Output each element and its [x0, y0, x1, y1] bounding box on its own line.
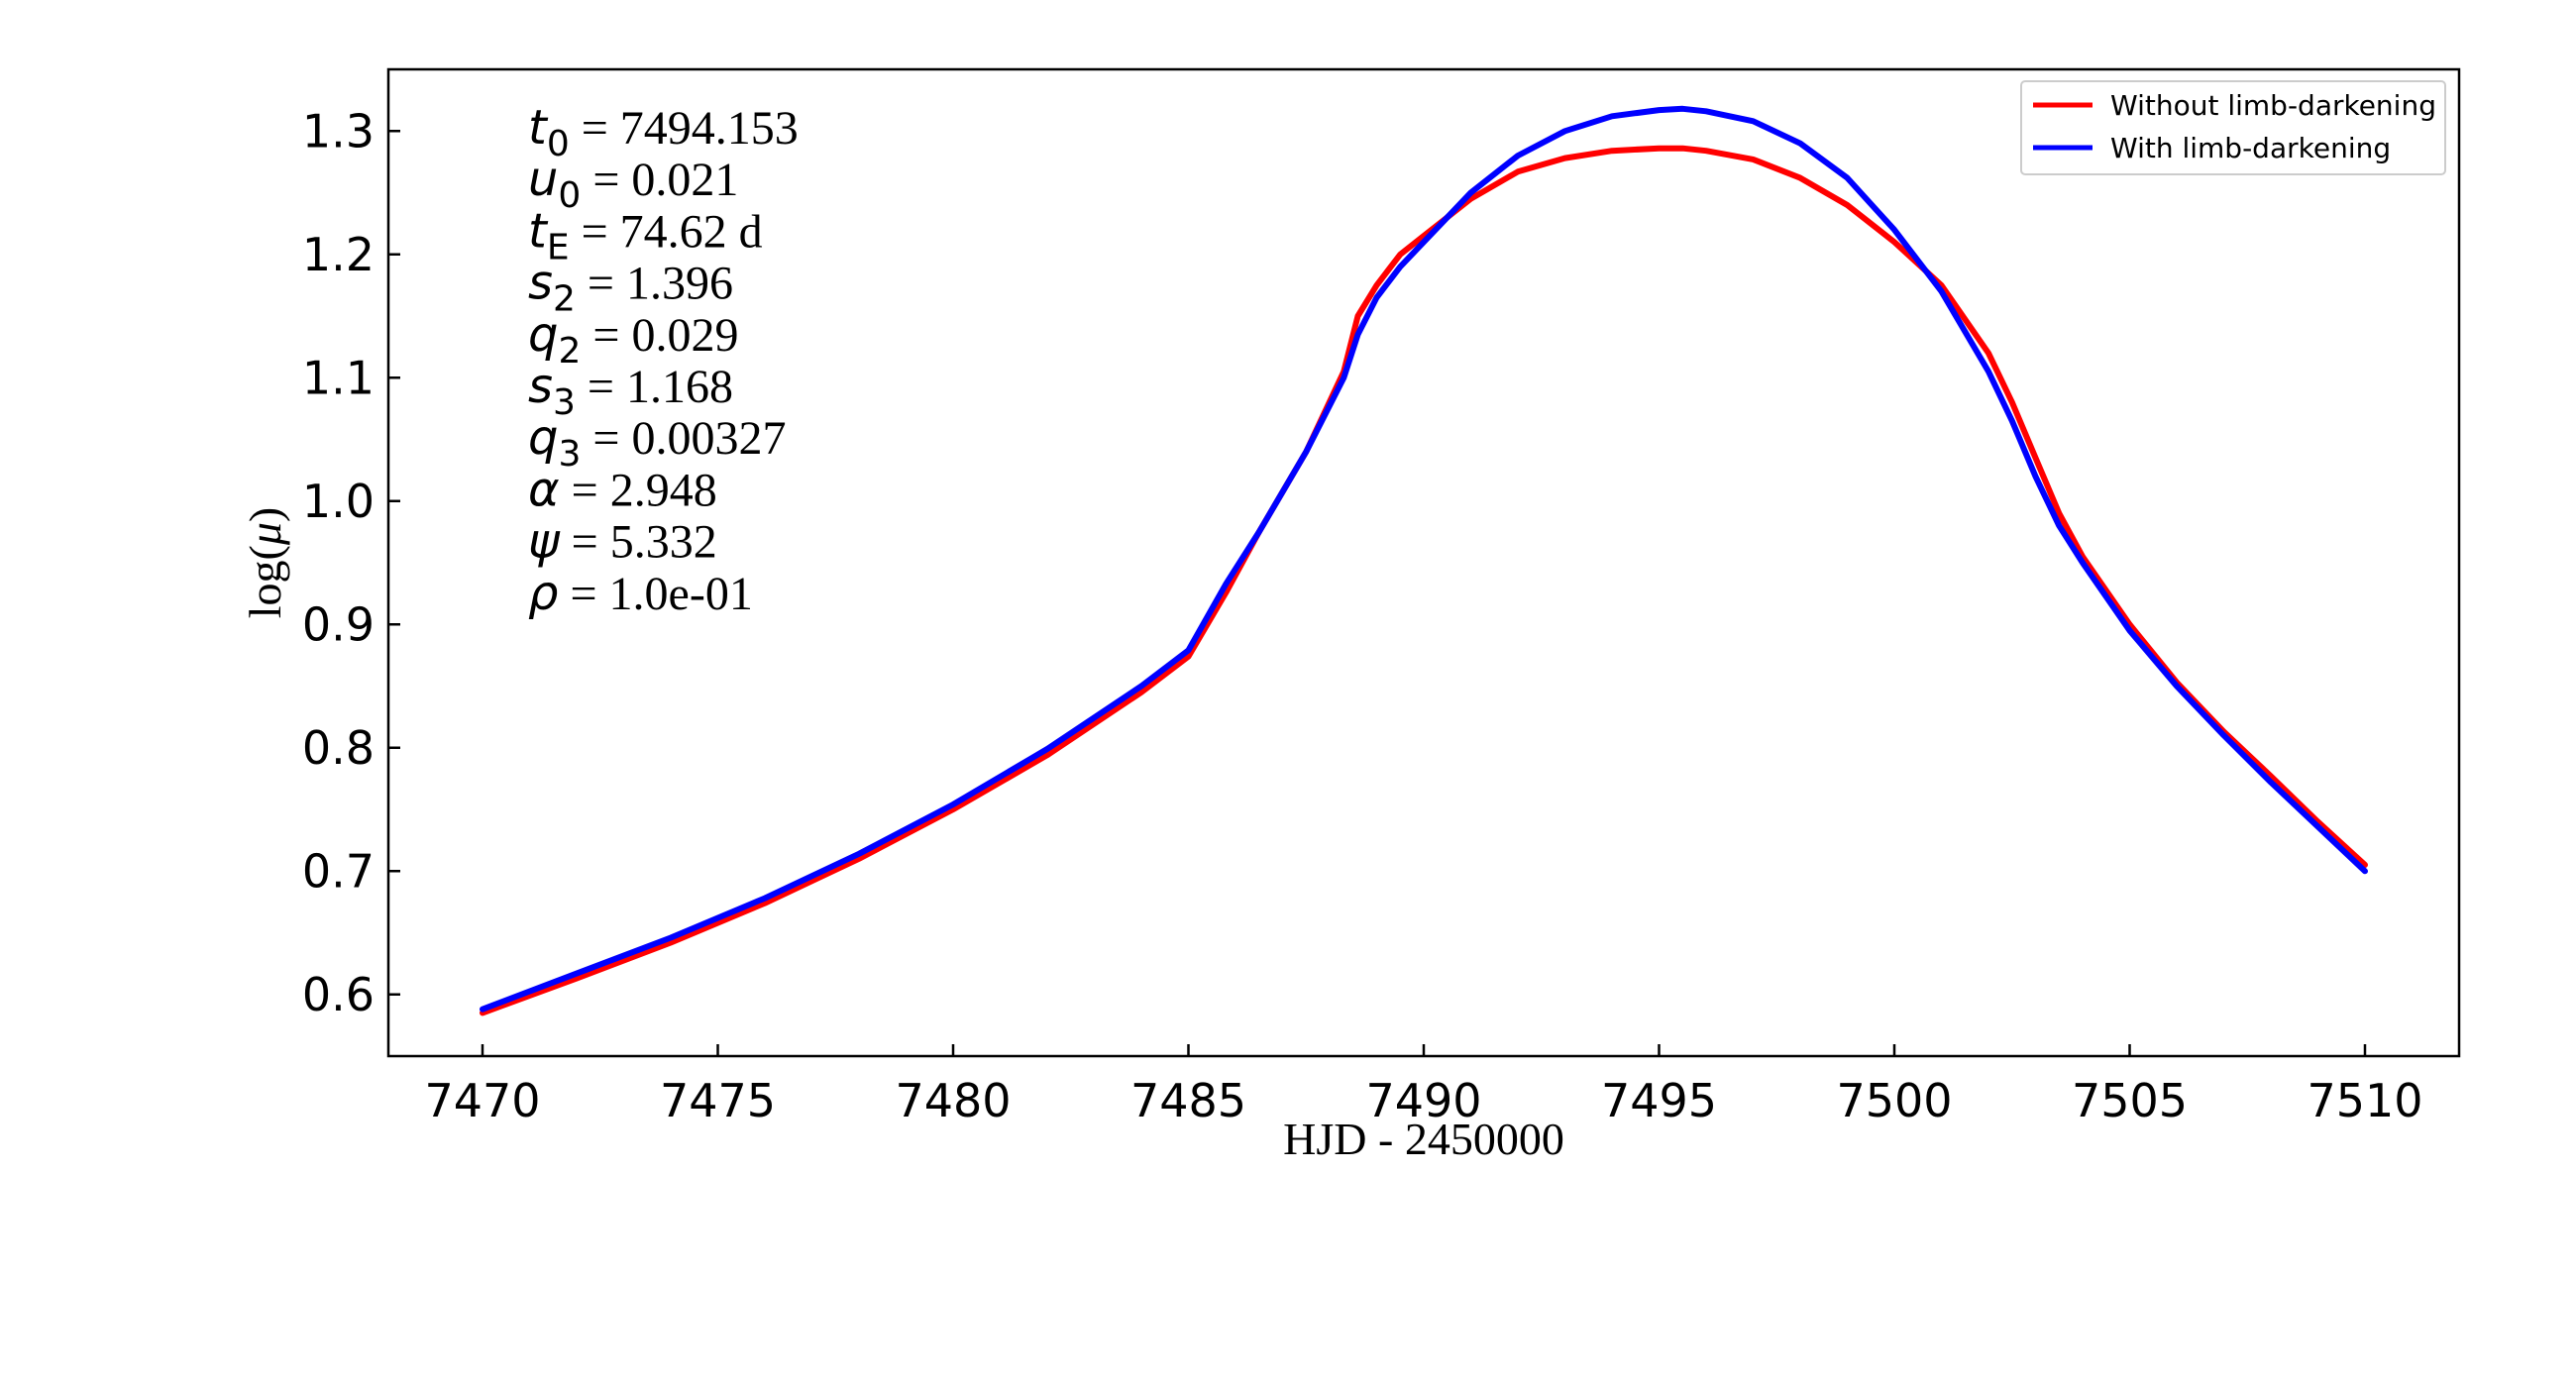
x-axis-title: HJD - 2450000	[1283, 1114, 1564, 1164]
param-line-2: tE = 74.62 d	[528, 203, 763, 267]
param-value: = 2.948	[560, 464, 717, 516]
param-symbol: q	[528, 410, 558, 466]
y-tick-label-0.8: 0.8	[302, 721, 375, 775]
param-line-8: ψ = 5.332	[528, 514, 717, 570]
series-layer	[480, 105, 2368, 1016]
param-subscript: E	[547, 227, 570, 267]
legend: Without limb-darkening With limb-darkeni…	[2020, 80, 2446, 175]
param-symbol: ψ	[528, 514, 561, 570]
param-symbol: t	[528, 100, 549, 156]
y-tick-label-0.9: 0.9	[302, 597, 375, 651]
x-tick-label-7470: 7470	[424, 1074, 540, 1127]
axis-ticks: 7470 7475 7480 7485 7490 7495 7500 7505 7510 0.6 0…	[302, 104, 2423, 1127]
param-symbol: ρ	[528, 566, 558, 621]
param-value: = 0.021	[581, 154, 738, 206]
y-tick-label-0.7: 0.7	[302, 844, 375, 898]
legend-box	[2020, 80, 2446, 175]
y-tick-label-0.6: 0.6	[302, 968, 375, 1021]
y-tick-label-1.2: 1.2	[302, 228, 375, 281]
param-value: = 1.396	[576, 258, 733, 310]
param-subscript: 3	[553, 382, 576, 423]
param-symbol: t	[528, 203, 549, 259]
y-axis-title: log(μ)	[240, 507, 290, 619]
series-line-without-limb-darkening	[480, 145, 2368, 1016]
param-subscript: 2	[553, 279, 576, 320]
param-value: = 1.0e-01	[558, 568, 752, 620]
x-tick-label-7500: 7500	[1836, 1074, 1952, 1127]
y-axis-title-prefix: log(	[240, 545, 290, 618]
param-symbol: q	[528, 307, 558, 363]
param-symbol: u	[528, 152, 558, 207]
param-line-0: t0 = 7494.153	[528, 100, 799, 164]
legend-label-with-limb-darkening: With limb-darkening	[2110, 132, 2391, 164]
y-axis-title-suffix: )	[240, 507, 290, 522]
param-line-6: q3 = 0.00327	[528, 410, 786, 475]
x-tick-label-7505: 7505	[2072, 1074, 2188, 1127]
param-value: = 0.029	[581, 309, 738, 362]
x-tick-label-7495: 7495	[1601, 1074, 1717, 1127]
param-line-3: s2 = 1.396	[528, 256, 733, 320]
x-tick-label-7510: 7510	[2307, 1074, 2422, 1127]
param-line-7: α = 2.948	[528, 462, 717, 517]
series-line-with-limb-darkening	[480, 105, 2368, 1013]
param-line-4: q2 = 0.029	[528, 307, 738, 372]
param-symbol: s	[528, 359, 553, 414]
y-tick-label-1.1: 1.1	[302, 351, 375, 404]
param-subscript: 3	[558, 434, 581, 475]
param-value: = 0.00327	[581, 412, 786, 465]
param-value: = 7494.153	[570, 102, 799, 155]
param-line-5: s3 = 1.168	[528, 359, 733, 423]
param-line-1: u0 = 0.021	[528, 152, 738, 216]
param-value: = 74.62 d	[570, 205, 763, 258]
param-value: = 5.332	[560, 516, 717, 569]
x-tick-label-7475: 7475	[660, 1074, 776, 1127]
y-tick-label-1: 1.0	[302, 475, 375, 528]
x-tick-label-7485: 7485	[1130, 1074, 1246, 1127]
param-symbol: α	[528, 462, 560, 517]
param-subscript: 0	[558, 175, 581, 216]
param-subscript: 0	[547, 124, 570, 164]
param-value: = 1.168	[576, 361, 733, 413]
y-tick-label-1.3: 1.3	[302, 104, 375, 158]
x-tick-label-7480: 7480	[895, 1074, 1011, 1127]
param-symbol: s	[528, 256, 553, 311]
param-subscript: 2	[558, 331, 581, 372]
param-line-9: ρ = 1.0e-01	[528, 566, 753, 621]
legend-label-without-limb-darkening: Without limb-darkening	[2110, 89, 2436, 122]
x-tick-label-7490: 7490	[1365, 1074, 1481, 1127]
y-axis-title-symbol: μ	[240, 522, 290, 546]
